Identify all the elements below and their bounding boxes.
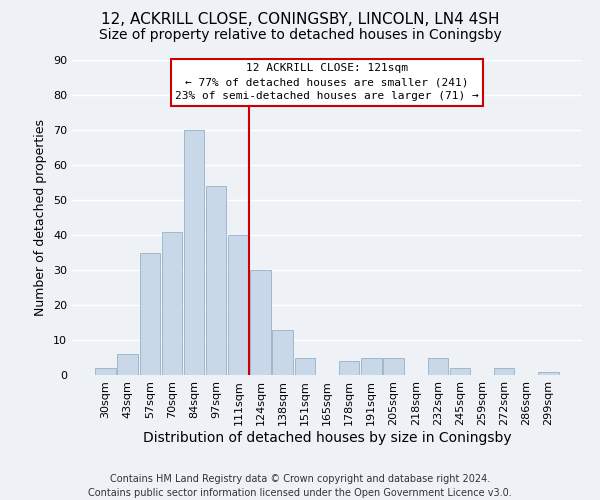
Bar [161, 232, 182, 375]
Bar [272, 330, 293, 375]
Y-axis label: Number of detached properties: Number of detached properties [34, 119, 47, 316]
Bar [494, 368, 514, 375]
Bar [383, 358, 404, 375]
Bar [184, 130, 204, 375]
Bar [206, 186, 226, 375]
Bar [538, 372, 559, 375]
X-axis label: Distribution of detached houses by size in Coningsby: Distribution of detached houses by size … [143, 430, 511, 444]
Bar [295, 358, 315, 375]
Text: Size of property relative to detached houses in Coningsby: Size of property relative to detached ho… [98, 28, 502, 42]
Bar [228, 235, 248, 375]
Bar [339, 361, 359, 375]
Bar [361, 358, 382, 375]
Text: Contains HM Land Registry data © Crown copyright and database right 2024.
Contai: Contains HM Land Registry data © Crown c… [88, 474, 512, 498]
Bar [250, 270, 271, 375]
Text: 12, ACKRILL CLOSE, CONINGSBY, LINCOLN, LN4 4SH: 12, ACKRILL CLOSE, CONINGSBY, LINCOLN, L… [101, 12, 499, 28]
Bar [118, 354, 138, 375]
Text: 12 ACKRILL CLOSE: 121sqm
← 77% of detached houses are smaller (241)
23% of semi-: 12 ACKRILL CLOSE: 121sqm ← 77% of detach… [175, 63, 479, 101]
Bar [428, 358, 448, 375]
Bar [140, 252, 160, 375]
Bar [95, 368, 116, 375]
Bar [450, 368, 470, 375]
